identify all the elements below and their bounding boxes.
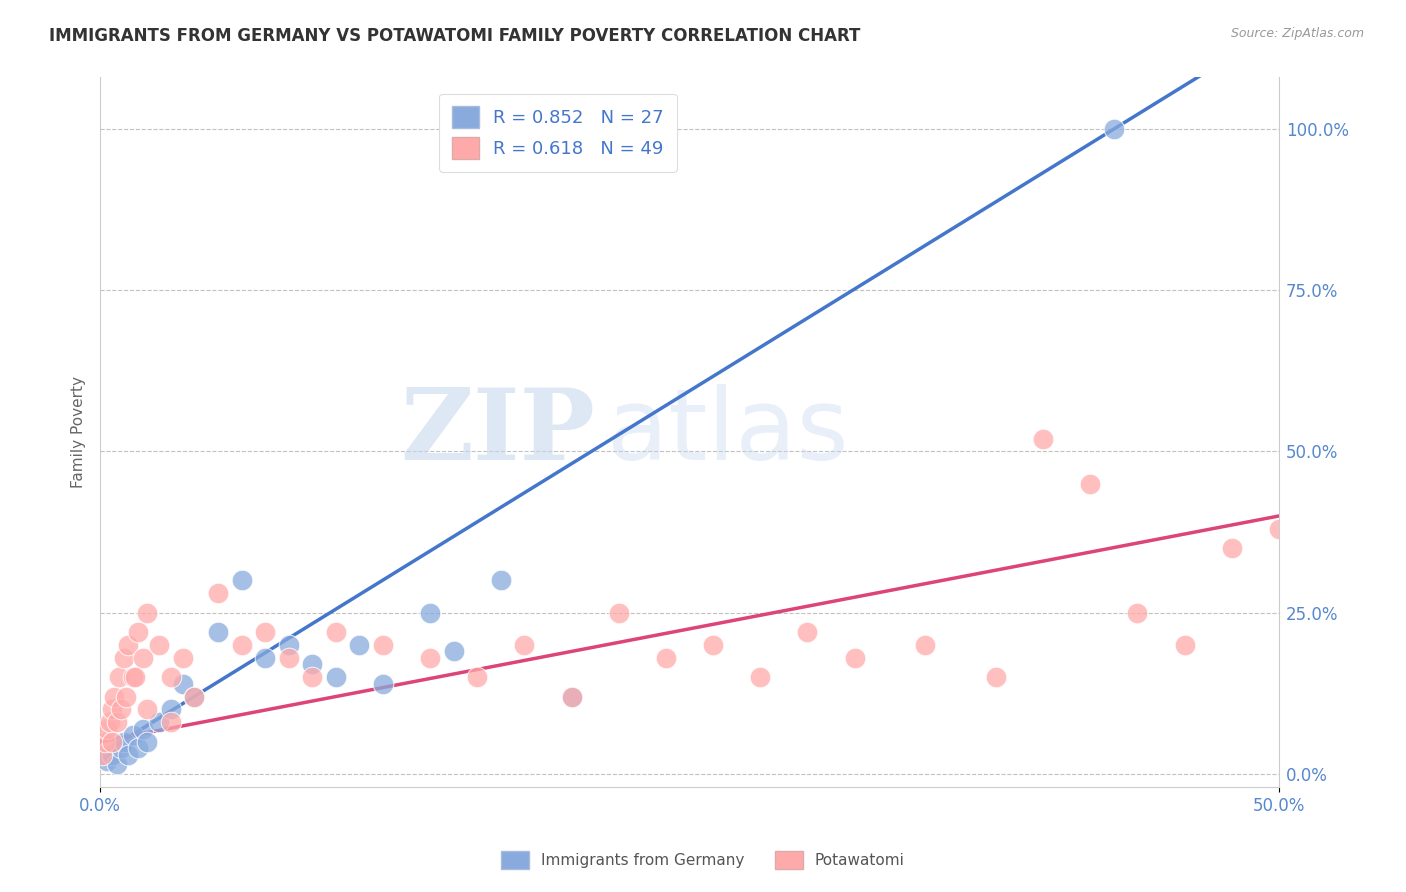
- Point: [91, 747, 114, 762]
- Point: [101, 734, 124, 748]
- Point: [1102, 122, 1125, 136]
- Point: [702, 638, 724, 652]
- Point: [117, 638, 139, 652]
- Point: [103, 690, 125, 704]
- Point: [231, 574, 253, 588]
- Point: [172, 651, 194, 665]
- Point: [136, 702, 159, 716]
- Point: [207, 586, 229, 600]
- Point: [443, 644, 465, 658]
- Point: [96, 722, 118, 736]
- Point: [127, 625, 149, 640]
- Point: [371, 638, 394, 652]
- Point: [277, 651, 299, 665]
- Point: [101, 747, 124, 762]
- Point: [655, 651, 678, 665]
- Point: [110, 702, 132, 716]
- Legend: R = 0.852   N = 27, R = 0.618   N = 49: R = 0.852 N = 27, R = 0.618 N = 49: [439, 94, 676, 172]
- Point: [419, 606, 441, 620]
- Point: [148, 715, 170, 730]
- Point: [94, 734, 117, 748]
- Point: [277, 638, 299, 652]
- Point: [301, 657, 323, 672]
- Point: [489, 574, 512, 588]
- Point: [349, 638, 371, 652]
- Point: [112, 734, 135, 748]
- Point: [1174, 638, 1197, 652]
- Point: [325, 625, 347, 640]
- Point: [108, 670, 131, 684]
- Point: [844, 651, 866, 665]
- Point: [160, 670, 183, 684]
- Point: [131, 722, 153, 736]
- Point: [117, 747, 139, 762]
- Point: [254, 625, 277, 640]
- Point: [136, 606, 159, 620]
- Point: [136, 734, 159, 748]
- Point: [607, 606, 630, 620]
- Point: [1126, 606, 1149, 620]
- Point: [105, 757, 128, 772]
- Point: [122, 728, 145, 742]
- Point: [796, 625, 818, 640]
- Y-axis label: Family Poverty: Family Poverty: [72, 376, 86, 488]
- Point: [749, 670, 772, 684]
- Point: [465, 670, 488, 684]
- Point: [183, 690, 205, 704]
- Point: [561, 690, 583, 704]
- Point: [115, 690, 138, 704]
- Point: [172, 676, 194, 690]
- Point: [183, 690, 205, 704]
- Point: [561, 690, 583, 704]
- Text: atlas: atlas: [607, 384, 849, 481]
- Point: [110, 741, 132, 756]
- Point: [419, 651, 441, 665]
- Point: [148, 638, 170, 652]
- Point: [160, 715, 183, 730]
- Point: [1220, 541, 1243, 556]
- Point: [254, 651, 277, 665]
- Point: [1078, 476, 1101, 491]
- Point: [207, 625, 229, 640]
- Point: [101, 702, 124, 716]
- Point: [112, 651, 135, 665]
- Point: [96, 754, 118, 768]
- Point: [371, 676, 394, 690]
- Point: [105, 715, 128, 730]
- Point: [325, 670, 347, 684]
- Point: [513, 638, 536, 652]
- Point: [984, 670, 1007, 684]
- Text: Source: ZipAtlas.com: Source: ZipAtlas.com: [1230, 27, 1364, 40]
- Point: [914, 638, 936, 652]
- Legend: Immigrants from Germany, Potawatomi: Immigrants from Germany, Potawatomi: [495, 845, 911, 875]
- Point: [1268, 522, 1291, 536]
- Point: [231, 638, 253, 652]
- Point: [160, 702, 183, 716]
- Point: [122, 670, 145, 684]
- Point: [98, 715, 121, 730]
- Text: IMMIGRANTS FROM GERMANY VS POTAWATOMI FAMILY POVERTY CORRELATION CHART: IMMIGRANTS FROM GERMANY VS POTAWATOMI FA…: [49, 27, 860, 45]
- Point: [1032, 432, 1054, 446]
- Text: ZIP: ZIP: [401, 384, 595, 481]
- Point: [127, 741, 149, 756]
- Point: [131, 651, 153, 665]
- Point: [124, 670, 146, 684]
- Point: [301, 670, 323, 684]
